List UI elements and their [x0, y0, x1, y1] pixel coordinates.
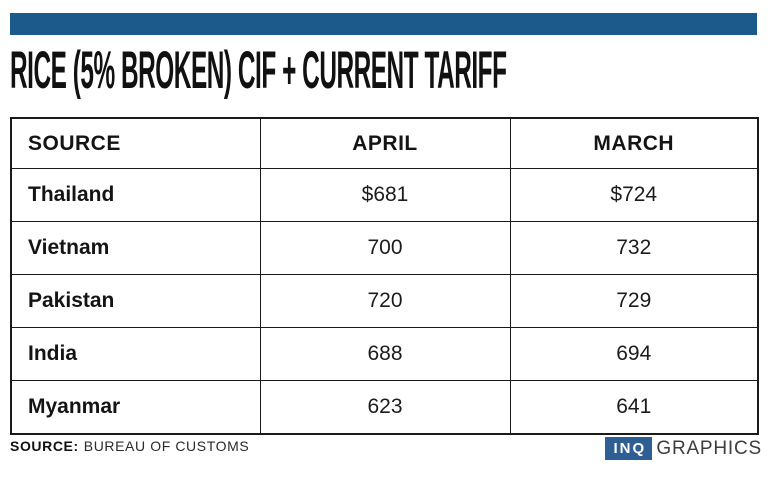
cell-april: 623: [259, 380, 511, 435]
inq-logo-text: INQ: [613, 439, 647, 457]
header-cell-april: APRIL: [259, 117, 511, 169]
cell-march: $724: [509, 168, 759, 222]
table-row-pakistan: Pakistan 720 729: [10, 274, 759, 328]
cell-source: Pakistan: [10, 274, 261, 328]
cell-march: 641: [509, 380, 759, 435]
page-title: RICE (5% BROKEN) CIF + CURRENT TARIFF: [10, 40, 768, 100]
cell-april: $681: [259, 168, 511, 222]
source-value: BUREAU OF CUSTOMS: [83, 438, 250, 454]
table-row-thailand: Thailand $681 $724: [10, 168, 759, 222]
inq-logo-box: INQ: [605, 436, 653, 460]
header-cell-march: MARCH: [509, 117, 759, 169]
table-row-vietnam: Vietnam 700 732: [10, 221, 759, 275]
cell-source: Vietnam: [10, 221, 261, 275]
top-accent-bar: [10, 13, 757, 35]
page-title-text: RICE (5% BROKEN) CIF + CURRENT TARIFF: [10, 40, 507, 100]
source-label: SOURCE:: [10, 438, 79, 454]
header-cell-source: SOURCE: [10, 117, 261, 169]
cell-source: Thailand: [10, 168, 261, 222]
table-row-myanmar: Myanmar 623 641: [10, 380, 759, 435]
price-table: SOURCE APRIL MARCH Thailand $681 $724 Vi…: [10, 117, 759, 435]
cell-march: 729: [509, 274, 759, 328]
graphics-logo-text: GRAPHICS: [656, 437, 762, 459]
cell-source: Myanmar: [10, 380, 261, 435]
cell-april: 700: [259, 221, 511, 275]
table-header-row: SOURCE APRIL MARCH: [10, 117, 759, 169]
cell-march: 732: [509, 221, 759, 275]
source-attribution: SOURCE: BUREAU OF CUSTOMS: [10, 438, 249, 454]
cell-april: 688: [259, 327, 511, 381]
cell-april: 720: [259, 274, 511, 328]
cell-source: India: [10, 327, 261, 381]
table-row-india: India 688 694: [10, 327, 759, 381]
inq-graphics-logo: INQ GRAPHICS: [605, 436, 762, 460]
cell-march: 694: [509, 327, 759, 381]
